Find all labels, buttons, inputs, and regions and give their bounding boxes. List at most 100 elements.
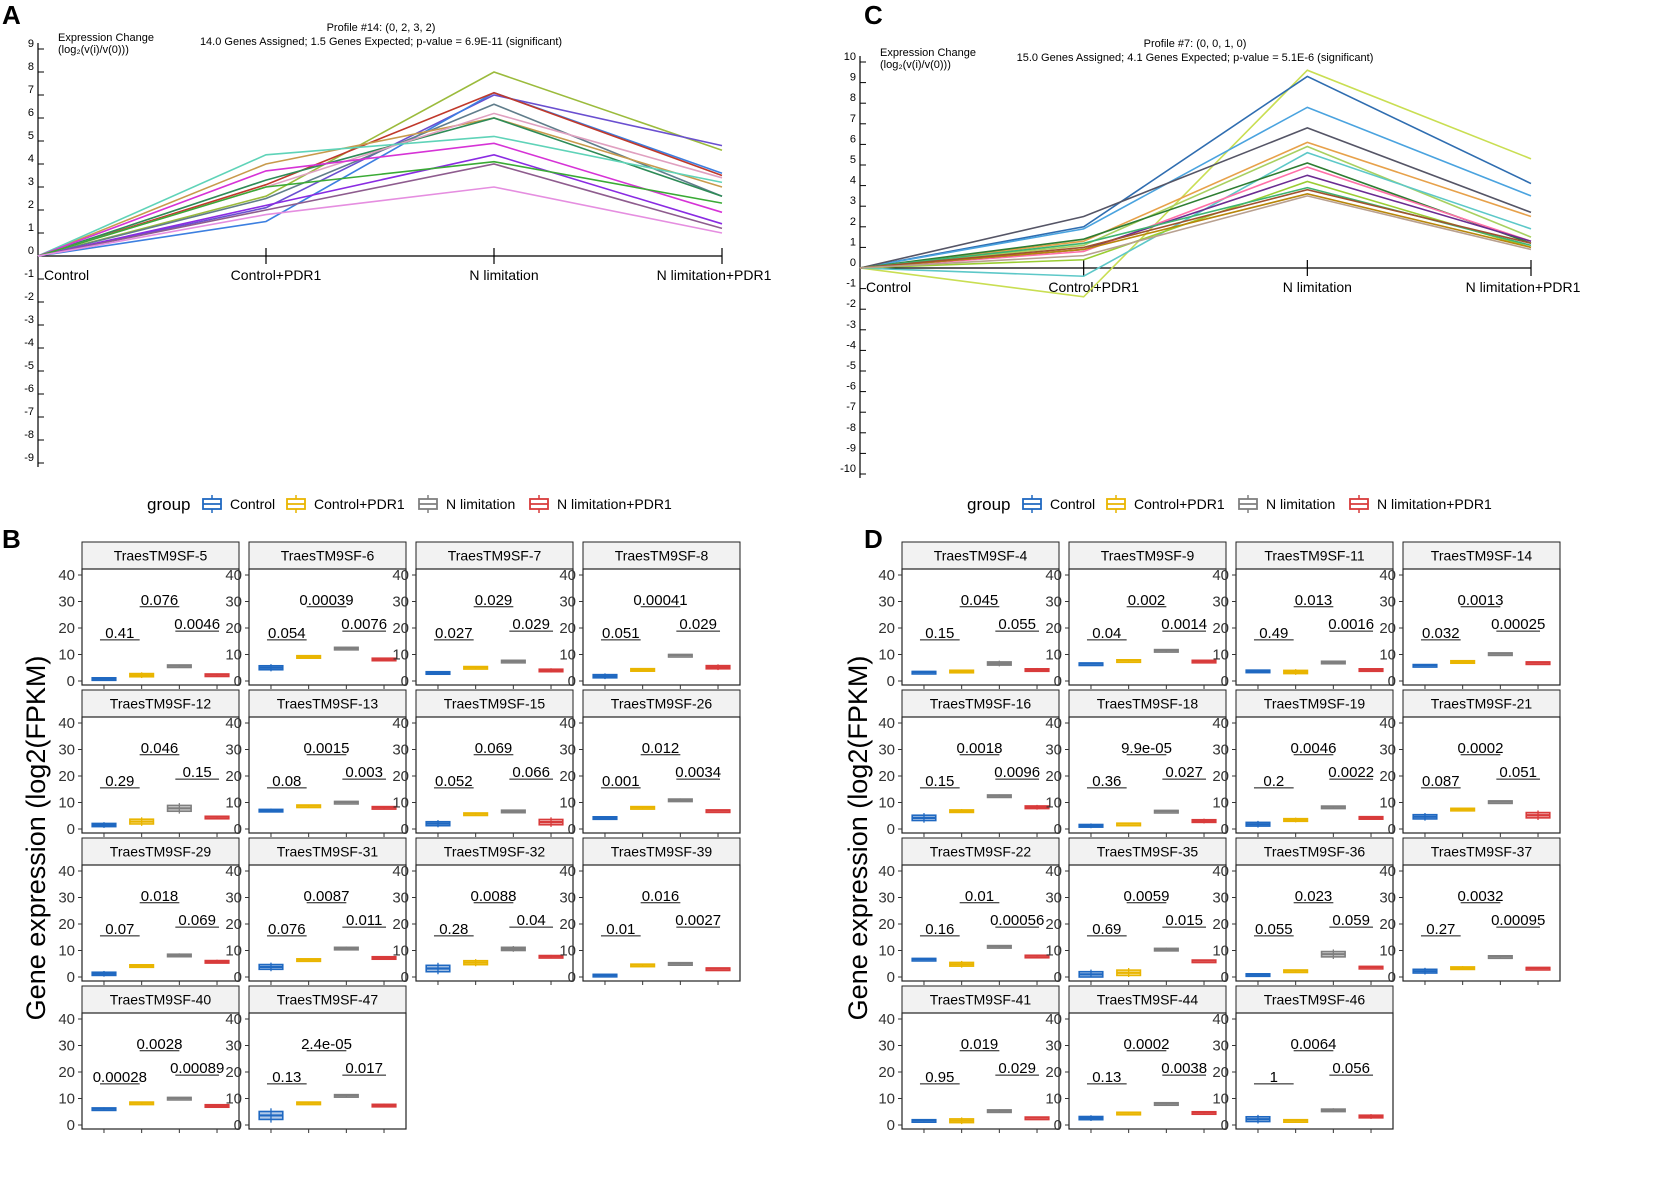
box (1153, 1101, 1179, 1107)
facet-y-tick-label: 10 (58, 943, 75, 960)
facet-y-tick-label: 40 (58, 1011, 75, 1028)
profile-line (859, 166, 1532, 269)
box (371, 805, 397, 810)
facet: TraesTM9SF-11 0 10 20 30 40 0.49 0.013 0.0016 (1212, 541, 1394, 690)
facet-plot (415, 864, 574, 982)
pvalue-label: 0.00039 (299, 592, 353, 609)
pvalue-label: 0.41 (105, 625, 134, 642)
facet-strip (1235, 985, 1394, 1014)
legend-key (286, 495, 306, 513)
stem-title: Profile #7: (0, 0, 1, 0) (1144, 38, 1247, 50)
facet: TraesTM9SF-29 0 10 20 30 40 0.07 0.018 0.069 (58, 837, 240, 986)
facet-title: TraesTM9SF-39 (611, 844, 713, 860)
box (258, 962, 284, 972)
facet-y-tick-label: 0 (401, 673, 409, 690)
facet-y-tick-label: 20 (392, 620, 409, 637)
box (667, 961, 693, 966)
pvalue-label: 0.016 (642, 888, 680, 905)
pvalue-label: 0.003 (345, 764, 383, 781)
pvalue-label: 0.051 (1499, 764, 1537, 781)
box (1024, 667, 1050, 673)
facet-plot (248, 1012, 407, 1130)
pvalue-label: 0.027 (435, 625, 473, 642)
stem-y-tick-label: 1 (850, 236, 856, 248)
facet-y-tick-label: 40 (878, 715, 895, 732)
pvalue-label: 0.0028 (137, 1036, 183, 1053)
facet-y-tick-label: 20 (225, 620, 242, 637)
box (1412, 663, 1438, 668)
pvalue-label: 0.0059 (1124, 888, 1170, 905)
pvalue-label: 0.2 (1263, 773, 1284, 790)
facet-title: TraesTM9SF-11 (1264, 548, 1365, 564)
box (1245, 669, 1271, 674)
panel-c: 109876543210-1-2-3-4-5-6-7-8-9-10Control… (840, 38, 1581, 478)
facet-y-tick-label: 0 (1221, 821, 1229, 838)
panel-d: group Control Control+PDR1 N limitation N li… (843, 495, 1561, 1134)
box (1024, 954, 1050, 959)
facet-y-tick-label: 40 (225, 863, 242, 880)
pvalue-label: 0.0064 (1291, 1036, 1337, 1053)
facet-y-tick-label: 10 (392, 647, 409, 664)
pvalue-label: 0.056 (1332, 1060, 1370, 1077)
facet-y-tick-label: 0 (67, 673, 75, 690)
box (129, 964, 155, 969)
box (1450, 659, 1476, 665)
facet-y-tick-label: 40 (225, 567, 242, 584)
box (166, 803, 192, 814)
profile-line (37, 142, 723, 257)
pvalue-label: 0.0002 (1458, 740, 1504, 757)
pvalue-label: 0.076 (268, 921, 306, 938)
facet-y-tick-label: 40 (559, 567, 576, 584)
facet-y-tick-label: 0 (887, 673, 895, 690)
pvalue-label: 0.04 (517, 912, 546, 929)
facet-y-tick-label: 30 (1045, 742, 1062, 759)
facet-strip (415, 837, 574, 866)
pvalue-label: 0.15 (183, 764, 212, 781)
profile-line (37, 135, 723, 257)
pvalue-label: 0.046 (141, 740, 179, 757)
pvalue-label: 0.01 (606, 921, 635, 938)
facet-y-tick-label: 40 (878, 863, 895, 880)
pvalue-label: 0.076 (141, 592, 179, 609)
legend-label: N limitation+PDR1 (1377, 496, 1492, 512)
facet-y-tick-label: 10 (878, 1091, 895, 1108)
facet-plot (582, 716, 741, 834)
facet-title: TraesTM9SF-7 (448, 548, 542, 564)
facet-y-tick-label: 20 (878, 1064, 895, 1081)
pvalue-label: 0.059 (1332, 912, 1370, 929)
box (705, 664, 731, 671)
facet-y-tick-label: 0 (67, 969, 75, 986)
stem-y-tick-label: -1 (24, 268, 34, 280)
box (1245, 973, 1271, 978)
box (911, 957, 937, 962)
pvalue-label: 0.95 (925, 1069, 954, 1086)
box (538, 817, 564, 827)
legend-label: Control (1050, 496, 1095, 512)
y-axis-title: Gene expression (log2(FPKM) (843, 656, 873, 1021)
pvalue-label: 0.032 (1422, 625, 1460, 642)
facet-y-tick-label: 10 (559, 943, 576, 960)
facet-title: TraesTM9SF-31 (277, 844, 379, 860)
stem-x-label: Control (44, 267, 89, 283)
facet: TraesTM9SF-44 0 10 20 30 40 0.130.0002 0.0038 (1045, 985, 1227, 1134)
legend-key (418, 495, 438, 513)
stem-y-tick-label: -6 (24, 383, 34, 395)
facet-y-tick-label: 10 (1212, 647, 1229, 664)
facet-plot (415, 568, 574, 686)
stem-y-tick-label: 5 (850, 154, 856, 166)
pvalue-label: 1 (1270, 1069, 1278, 1086)
box (1412, 812, 1438, 821)
facet: TraesTM9SF-31 0 10 20 30 40 0.076 0.0087 0.011 (225, 837, 407, 986)
pvalue-label: 0.051 (602, 625, 640, 642)
legend-label: N limitation (446, 496, 515, 512)
facet-title: TraesTM9SF-46 (1264, 992, 1366, 1008)
facet-y-tick-label: 40 (1379, 715, 1396, 732)
box (1245, 1114, 1271, 1124)
box (986, 1109, 1012, 1114)
box (1153, 809, 1179, 814)
facet: TraesTM9SF-46 0 10 20 30 40 1 0.0064 0.056 (1212, 985, 1394, 1134)
box (1320, 1108, 1346, 1113)
facet-y-tick-label: 40 (1045, 567, 1062, 584)
facet-title: TraesTM9SF-13 (277, 696, 379, 712)
stem-y-tick-label: 6 (850, 133, 856, 145)
